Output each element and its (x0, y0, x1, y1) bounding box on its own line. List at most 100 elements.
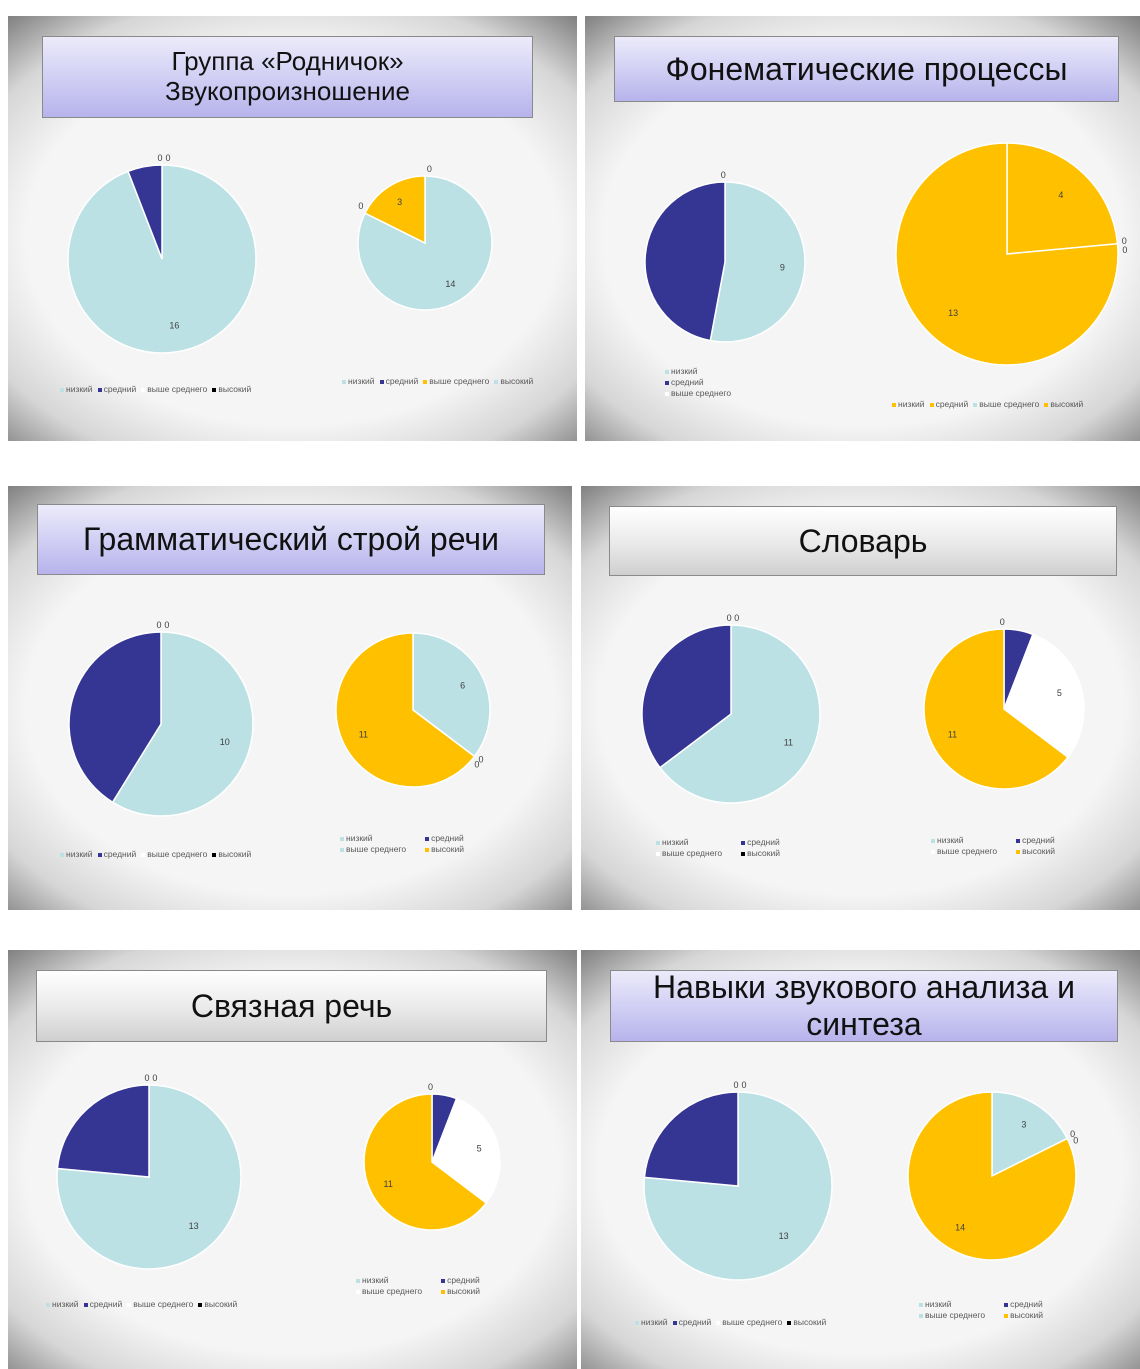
legend-swatch (656, 840, 660, 845)
legend-label: высокий (204, 1299, 238, 1309)
legend-label: средний (89, 1299, 123, 1309)
pie-slice-2 (644, 181, 726, 342)
legend-label: низкий (66, 849, 93, 859)
legend-item: высокий (741, 848, 780, 859)
legend-item: высокий (198, 1299, 237, 1309)
slide-title: Фонематические процессы (614, 36, 1119, 102)
legend-item: выше среднего (716, 1317, 782, 1327)
legend-item: выше среднего (141, 849, 207, 859)
legend-label: выше среднего (147, 384, 208, 394)
legend-swatch (931, 849, 935, 854)
legend-swatch (656, 851, 660, 856)
legend-item: низкий (635, 1317, 668, 1327)
pie-slice-1 (56, 1084, 242, 1270)
legend-item: низкий (356, 1275, 422, 1286)
legend-item: низкий (665, 366, 731, 377)
legend-label: выше среднего (362, 1286, 423, 1297)
slide-zvukovoy-analiz: Навыки звукового анализа и синтеза 13 0 0 … (581, 950, 1140, 1369)
chart-pie-right: 0 5 11 (363, 1082, 501, 1231)
legend-item: средний (441, 1275, 480, 1286)
legend-swatch (212, 852, 217, 857)
legend-swatch (356, 1278, 360, 1283)
legend-swatch (929, 402, 934, 407)
slide-grammaticheskiy: Грамматический строй речи 10 0 0 6 0 0 11 низ… (8, 486, 572, 910)
legend-right: низкий средний выше среднего высокий (340, 833, 469, 855)
legend-item: высокий (494, 376, 533, 386)
legend-swatch (787, 1320, 792, 1325)
legend-item: средний (665, 377, 731, 388)
chart-pie-left: 90 (644, 170, 806, 343)
legend-swatch (83, 1302, 88, 1307)
legend-item: выше среднего (340, 844, 406, 855)
legend-item: средний (425, 833, 464, 844)
legend-item: низкий (931, 835, 997, 846)
legend-label: низкий (671, 366, 698, 376)
legend-swatch (665, 380, 669, 385)
legend-swatch (441, 1278, 446, 1283)
legend-label: выше среднего (147, 849, 208, 859)
legend-label: средний (1022, 835, 1055, 845)
legend-item: высокий (787, 1317, 826, 1327)
legend-right: низкий средний выше среднего высокий (356, 1275, 485, 1297)
legend-swatch (635, 1320, 639, 1325)
legend-label: высокий (793, 1317, 827, 1327)
legend-swatch (141, 852, 146, 857)
legend-item: выше среднего (356, 1286, 422, 1297)
legend-swatch (665, 391, 669, 396)
legend-swatch (379, 379, 384, 384)
legend-label: выше среднего (429, 376, 490, 386)
legend-right: низкий средний выше среднего высокий (931, 835, 1060, 857)
legend-label: низкий (937, 835, 964, 845)
legend-item: низкий (892, 399, 925, 409)
pie-slice-2 (643, 1091, 739, 1187)
legend-label: выше среднего (722, 1317, 783, 1327)
legend-item: средний (1004, 1299, 1043, 1310)
legend-item: средний (1016, 835, 1055, 846)
legend-item: выше среднего (973, 399, 1039, 409)
data-label: 0 (358, 201, 363, 211)
data-label: 11 (359, 730, 368, 740)
legend-swatch (892, 402, 896, 407)
data-label: 11 (384, 1179, 393, 1189)
legend-label: низкий (52, 1299, 79, 1309)
data-label: 11 (948, 730, 957, 740)
pie-slice-4 (363, 1093, 488, 1231)
legend-swatch (60, 387, 64, 392)
legend-label: средний (431, 833, 464, 843)
legend-swatch (342, 379, 346, 384)
slide-svyaznaya-rech: Связная речь 13 0 0 0 5 11 низкий средний выше… (8, 950, 577, 1369)
legend-swatch (1004, 1313, 1009, 1318)
legend-label: выше среднего (346, 844, 407, 855)
legend-left: низкий средний выше среднего высокий (46, 1299, 242, 1310)
legend-swatch (212, 387, 217, 392)
data-label: 14 (955, 1222, 965, 1232)
chart-pie-left: 11 0 0 (641, 613, 821, 804)
legend-right: низкий средний выше среднего высокий (919, 1299, 1048, 1321)
data-label: 5 (1057, 688, 1062, 698)
legend-label: высокий (431, 844, 464, 855)
legend-label: высокий (500, 376, 534, 386)
pie-slice-4 (335, 632, 476, 788)
pie-slice-2 (127, 164, 163, 260)
legend-label: средний (935, 399, 969, 409)
legend-item: средний (672, 1317, 711, 1327)
chart-pie-left: 160 0 (67, 153, 257, 354)
data-label: 6 (460, 680, 465, 690)
legend-item: средний (741, 837, 780, 848)
legend-label: выше среднего (133, 1299, 194, 1309)
data-label: 0 (1122, 236, 1127, 246)
data-label: 0 (734, 613, 739, 623)
legend-label: выше среднего (925, 1310, 986, 1321)
pie-slice-1 (1006, 142, 1119, 255)
data-label: 0 (428, 1082, 433, 1092)
pie-slice-1 (709, 181, 806, 343)
legend-item: выше среднего (665, 388, 731, 399)
data-label: 0 (733, 1080, 738, 1090)
legend-label: средний (1010, 1299, 1043, 1309)
legend-item: выше среднего (919, 1310, 985, 1321)
legend-swatch (665, 369, 669, 374)
legend-item: средний (83, 1299, 123, 1309)
legend-swatch (441, 1289, 446, 1294)
data-label: 16 (169, 321, 179, 331)
legend-swatch (494, 379, 499, 384)
